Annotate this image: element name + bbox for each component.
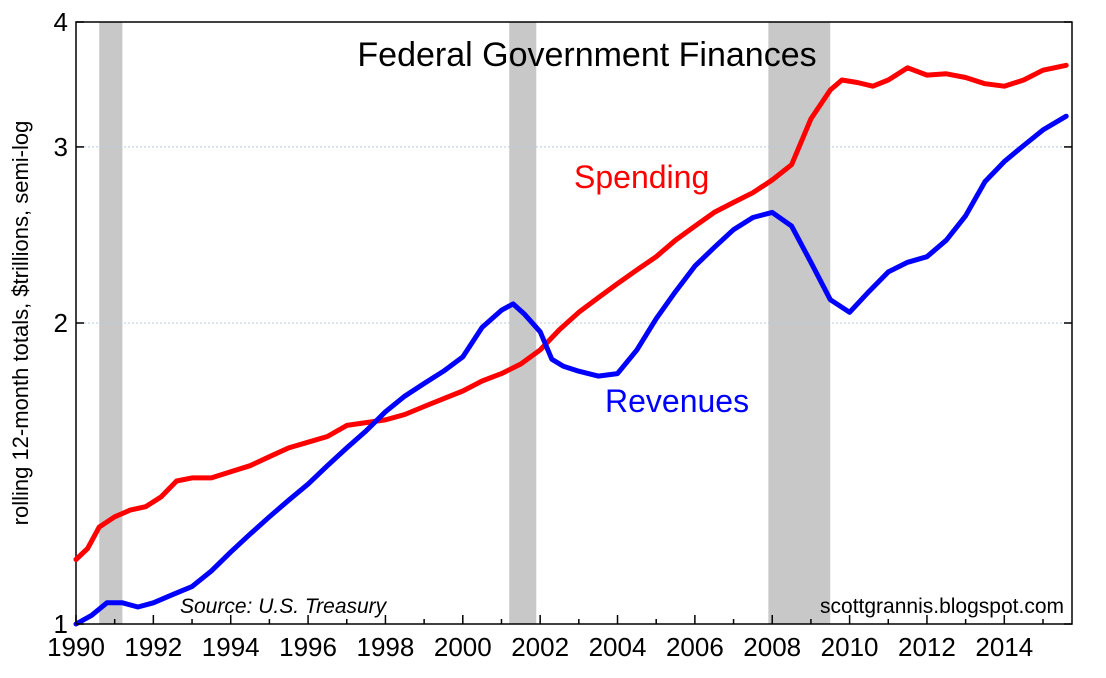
x-tick-label: 2002 bbox=[511, 632, 569, 662]
recession-band bbox=[99, 22, 123, 624]
blog-credit: scottgrannis.blogspot.com bbox=[820, 595, 1064, 618]
gridlines bbox=[76, 146, 1072, 324]
x-tick-label: 2006 bbox=[666, 632, 724, 662]
y-axis-label: rolling 12-month totals, $trillions, sem… bbox=[8, 121, 33, 526]
x-tick-label: 1990 bbox=[47, 632, 105, 662]
x-tick-label: 1998 bbox=[357, 632, 415, 662]
x-tick-label: 2008 bbox=[743, 632, 801, 662]
y-tick-label: 1 bbox=[54, 609, 68, 639]
series-line-spending bbox=[73, 62, 1069, 562]
series-lines bbox=[73, 62, 1069, 627]
x-tick-label: 2010 bbox=[821, 632, 879, 662]
chart-title: Federal Government Finances bbox=[357, 36, 816, 74]
recession-band bbox=[768, 22, 831, 624]
x-axis-ticks: 1990 1992 1994 1996 1998 2000 2002 2004 2006 2008… bbox=[47, 615, 1044, 662]
x-tick-label: 2012 bbox=[898, 632, 956, 662]
x-tick-label: 1994 bbox=[202, 632, 260, 662]
series-line-revenues bbox=[73, 113, 1069, 627]
x-tick-label: 1996 bbox=[279, 632, 337, 662]
x-tick-label: 2004 bbox=[589, 632, 647, 662]
y-axis-ticks: 1 2 3 4 bbox=[54, 7, 1072, 639]
x-tick-label: 2014 bbox=[975, 632, 1033, 662]
series-label-revenues: Revenues bbox=[605, 383, 749, 419]
y-tick-label: 3 bbox=[54, 132, 68, 162]
y-tick-label: 2 bbox=[54, 308, 68, 338]
source-note: Source: U.S. Treasury bbox=[180, 595, 388, 618]
y-tick-label: 4 bbox=[54, 7, 68, 37]
series-label-spending: Spending bbox=[574, 159, 709, 195]
x-tick-label: 1992 bbox=[124, 632, 182, 662]
x-tick-label: 2000 bbox=[434, 632, 492, 662]
